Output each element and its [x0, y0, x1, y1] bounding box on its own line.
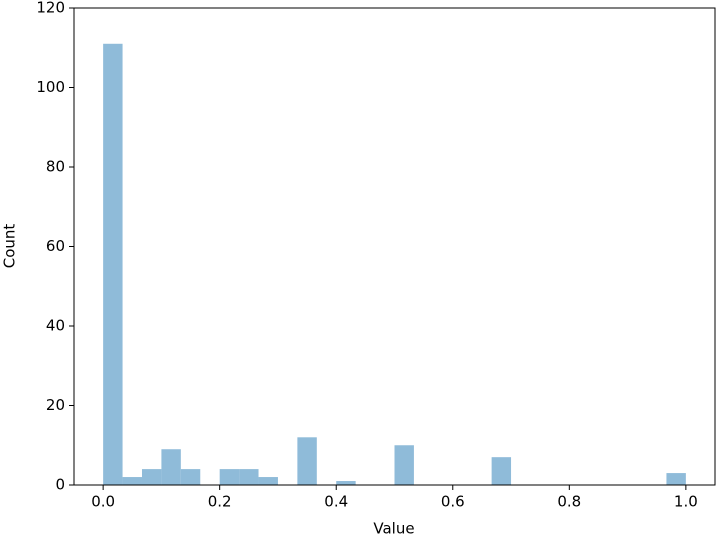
bar: [180, 469, 201, 485]
x-tick-label: 0.4: [324, 493, 348, 511]
bar: [258, 477, 278, 485]
bar: [394, 445, 414, 485]
x-axis-label: Value: [373, 520, 414, 538]
bar: [161, 449, 181, 485]
x-tick-label: 1.0: [674, 493, 698, 511]
plot-frame: [73, 7, 716, 486]
y-tick-label: 120: [36, 0, 65, 17]
bar: [141, 469, 162, 485]
x-tick-label: 0.2: [208, 493, 232, 511]
bar: [666, 473, 686, 485]
bar: [103, 43, 123, 486]
y-axis-label: Count: [1, 224, 19, 269]
y-tick-label: 40: [46, 317, 65, 335]
y-tick-label: 0: [55, 476, 65, 494]
x-tick-label: 0.0: [91, 493, 115, 511]
y-tick-label: 100: [36, 78, 65, 96]
bar: [239, 469, 259, 485]
x-tick-label: 0.6: [441, 493, 465, 511]
bar: [491, 457, 512, 485]
bar: [122, 477, 142, 485]
y-tick-label: 60: [46, 237, 65, 255]
bar: [336, 481, 356, 485]
y-tick-label: 20: [46, 396, 65, 414]
bar: [297, 437, 317, 485]
x-tick-label: 0.8: [557, 493, 581, 511]
y-tick-label: 80: [46, 158, 65, 176]
bar: [219, 469, 240, 485]
